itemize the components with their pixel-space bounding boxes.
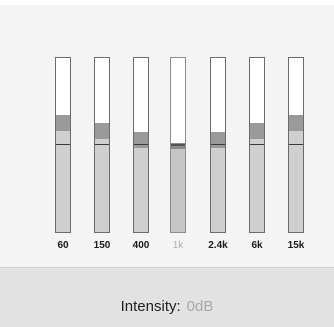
eq-slider-thumb[interactable] <box>134 132 148 148</box>
eq-zero-line <box>171 144 185 146</box>
intensity-value: 0dB <box>186 298 214 315</box>
eq-slider-6k[interactable] <box>249 57 265 233</box>
eq-slider-thumb[interactable] <box>211 132 225 148</box>
eq-slider-fill <box>56 115 70 232</box>
eq-slider-thumb[interactable] <box>56 115 70 131</box>
eq-slider-thumb <box>171 143 185 149</box>
eq-slider-thumb[interactable] <box>95 123 109 139</box>
eq-slider-2.4k[interactable] <box>210 57 226 233</box>
eq-slider-400[interactable] <box>133 57 149 233</box>
eq-slider-fill <box>171 143 185 232</box>
eq-zero-line <box>289 144 303 145</box>
eq-band-6k: 6k <box>245 5 269 267</box>
eq-band-label: 15k <box>287 240 305 251</box>
eq-slider-thumb[interactable] <box>250 123 264 139</box>
eq-band-400: 400 <box>129 5 153 267</box>
eq-band-label: 6k <box>251 240 263 251</box>
eq-slider-1k <box>170 57 186 233</box>
eq-slider-150[interactable] <box>94 57 110 233</box>
eq-slider-fill <box>289 115 303 232</box>
eq-band-label: 150 <box>93 240 111 251</box>
eq-slider-15k[interactable] <box>288 57 304 233</box>
intensity-bar: Intensity: 0dB <box>0 267 334 327</box>
equalizer-panel: 60 150 400 1k 2.4k 6k 15k Intensity: 0dB <box>0 5 334 327</box>
eq-zero-line <box>95 144 109 145</box>
intensity-readout: Intensity: 0dB <box>0 298 334 315</box>
intensity-label: Intensity: <box>120 298 181 315</box>
eq-band-1k: 1k <box>166 5 190 267</box>
eq-zero-line <box>56 144 70 145</box>
eq-zero-line <box>134 144 148 145</box>
eq-band-label: 400 <box>132 240 150 251</box>
eq-band-60: 60 <box>51 5 75 267</box>
equalizer-bands: 60 150 400 1k 2.4k 6k 15k <box>0 5 334 267</box>
eq-slider-thumb[interactable] <box>289 115 303 131</box>
eq-slider-fill <box>134 132 148 232</box>
eq-band-15k: 15k <box>284 5 308 267</box>
eq-slider-fill <box>211 132 225 232</box>
eq-band-2.4k: 2.4k <box>206 5 230 267</box>
eq-slider-fill <box>95 123 109 232</box>
eq-band-label: 1k <box>172 240 184 251</box>
eq-slider-60[interactable] <box>55 57 71 233</box>
eq-zero-line <box>250 144 264 145</box>
eq-zero-line <box>211 144 225 145</box>
eq-band-150: 150 <box>90 5 114 267</box>
eq-slider-fill <box>250 123 264 232</box>
eq-band-label: 60 <box>57 240 69 251</box>
eq-band-label: 2.4k <box>208 240 228 251</box>
